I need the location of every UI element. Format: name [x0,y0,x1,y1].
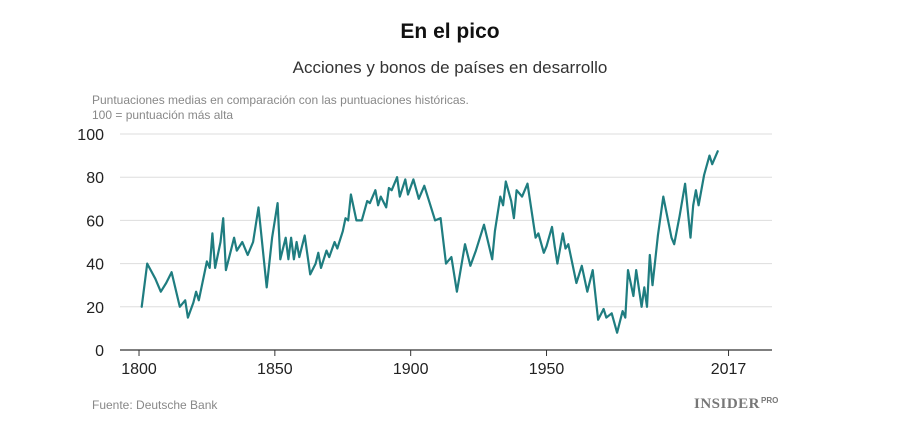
y-tick-label-40: 40 [86,257,104,274]
insider-pro-logo: INSIDERPRO [694,396,778,413]
x-tick-label-2017: 2017 [711,361,747,378]
y-tick-label-60: 60 [86,213,104,230]
x-axis-labels: 1800 1850 1900 1950 2017 [121,361,746,378]
chart-note-line-1: Puntuaciones medias en comparación con l… [92,93,469,107]
chart-subtitle: Acciones y bonos de países en desarrollo [292,58,608,77]
brand-superscript: PRO [761,396,779,405]
y-tick-label-0: 0 [95,343,104,360]
y-tick-label-80: 80 [86,170,104,187]
y-axis-labels: 0 20 40 60 80 100 [77,127,104,360]
series-line-0 [140,150,719,334]
x-tick-label-1800: 1800 [121,361,157,378]
x-tick-label-1900: 1900 [393,361,429,378]
brand-name: INSIDER [694,396,761,412]
series-group [140,150,719,334]
source-note: Fuente: Deutsche Bank [92,398,218,412]
y-tick-label-20: 20 [86,300,104,317]
chart-note-line-2: 100 = puntuación más alta [92,108,234,122]
y-tick-label-100: 100 [77,127,104,144]
x-tick-label-1950: 1950 [529,361,565,378]
x-axis-ticks [138,350,730,356]
chart-title: En el pico [400,20,500,43]
x-tick-label-1850: 1850 [257,361,293,378]
